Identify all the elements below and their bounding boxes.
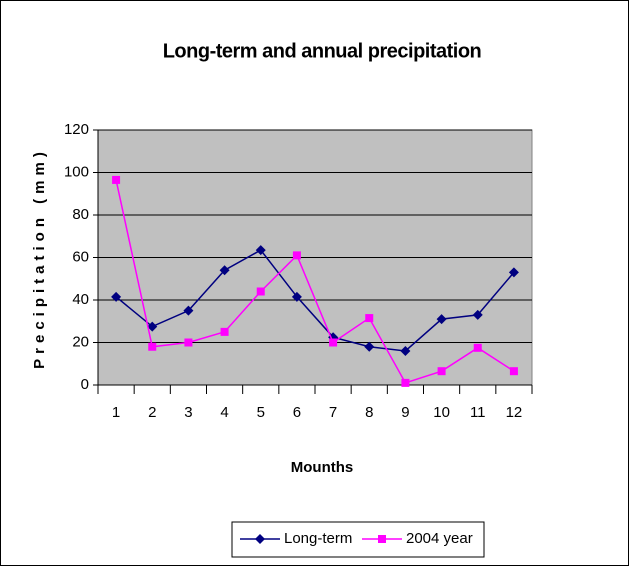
marker [148,342,157,351]
y-tick-label: 60 [72,248,89,265]
y-tick-label: 40 [72,291,89,308]
y-tick-label: 100 [64,163,89,180]
y-axis-title: Precipitation (mm) [31,147,48,369]
marker [472,309,483,320]
marker [220,327,229,336]
marker [401,378,410,387]
chart-title: Long-term and annual precipitation [163,40,482,62]
marker [473,343,482,352]
x-tick-label: 9 [401,404,409,421]
y-tick-label: 120 [64,121,89,138]
marker [256,287,265,296]
x-axis-title: Mounths [291,459,353,476]
legend-label: 2004 year [406,530,473,547]
x-tick-label: 2 [148,404,156,421]
marker [292,251,301,260]
marker [255,534,265,544]
marker [183,305,194,316]
y-tick-label: 20 [72,333,89,350]
x-tick-label: 1 [112,404,120,421]
x-tick-label: 6 [293,404,301,421]
marker [255,245,266,256]
marker [400,346,411,356]
marker [147,321,158,332]
marker [184,338,193,347]
x-tick-label: 3 [184,404,192,421]
series-line [115,249,515,352]
marker [509,367,518,376]
series-line [115,179,515,384]
marker [378,535,386,543]
marker [219,265,230,276]
x-tick-label: 8 [365,404,373,421]
x-tick-label: 5 [257,404,265,421]
marker [508,267,519,278]
marker [111,291,122,302]
y-tick-label: 0 [81,376,89,393]
marker [112,175,121,184]
marker [291,291,302,302]
x-tick-label: 7 [329,404,337,421]
marker [329,338,338,347]
marker [437,367,446,376]
x-tick-label: 11 [470,404,486,421]
marker [436,314,447,325]
y-tick-label: 80 [72,206,89,223]
x-tick-label: 4 [220,404,228,421]
x-tick-label: 10 [433,404,450,421]
marker [365,314,374,323]
legend-label: Long-term [284,530,352,547]
marker [364,341,375,352]
x-tick-label: 12 [506,404,523,421]
